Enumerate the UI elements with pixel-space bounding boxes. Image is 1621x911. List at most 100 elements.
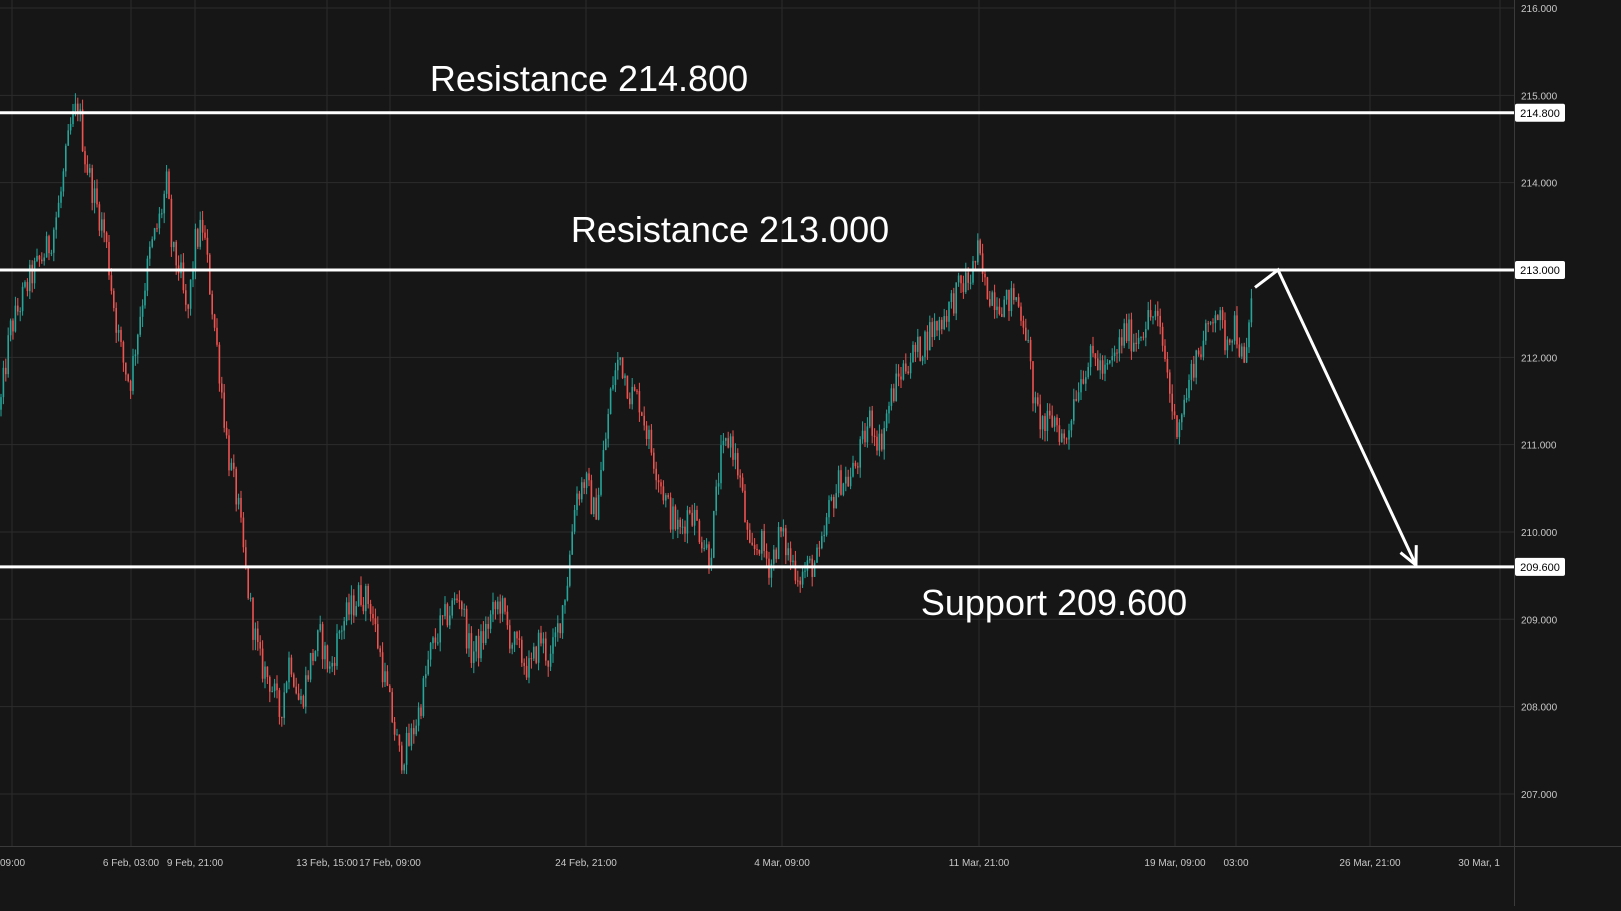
candle-body xyxy=(1233,315,1236,341)
candle-body xyxy=(895,373,897,401)
candle-body xyxy=(653,452,655,469)
candle-body xyxy=(1250,298,1253,323)
candle-body xyxy=(799,580,801,585)
candle-body xyxy=(775,549,777,559)
candle-body xyxy=(684,526,686,534)
candle-body xyxy=(835,493,837,509)
candle-body xyxy=(569,554,571,586)
candle-body xyxy=(797,580,799,582)
candle-body xyxy=(1135,342,1137,345)
candle-body xyxy=(1080,379,1082,393)
candle-body xyxy=(1140,336,1142,338)
candle-body xyxy=(485,623,487,643)
candle-body xyxy=(840,470,842,495)
candle-body xyxy=(816,547,818,563)
candle-body xyxy=(1070,420,1073,431)
candle-body xyxy=(2,367,5,398)
candle-body xyxy=(686,510,689,534)
x-tick-label: 4 Mar, 09:00 xyxy=(754,858,810,869)
candle-body xyxy=(141,305,144,317)
candle-body xyxy=(103,219,105,233)
candle-body xyxy=(1145,329,1147,338)
candle-body xyxy=(1164,345,1166,359)
candle-body xyxy=(823,534,825,537)
candle-body xyxy=(921,356,924,361)
candle-body xyxy=(681,526,684,528)
candle-body xyxy=(240,497,242,518)
candle-body xyxy=(209,254,211,295)
candle-body xyxy=(705,544,708,548)
candle-body xyxy=(528,658,530,678)
candle-body xyxy=(1034,397,1037,404)
candle-body xyxy=(595,497,597,520)
x-tick-label: 11 Mar, 21:00 xyxy=(949,858,1010,869)
candle-body xyxy=(93,188,96,203)
candle-body xyxy=(1013,288,1015,300)
candle-body xyxy=(521,639,523,663)
candle-body xyxy=(641,412,643,416)
candle-body xyxy=(890,388,893,406)
candle-body xyxy=(449,615,451,626)
candle-body xyxy=(885,413,888,429)
candle-body xyxy=(271,691,273,693)
candle-body xyxy=(1154,310,1157,317)
candle-body xyxy=(463,608,465,610)
candle-body xyxy=(1183,399,1185,415)
candle-body xyxy=(38,255,41,260)
candle-body xyxy=(189,279,192,309)
candle-body xyxy=(777,526,780,559)
candle-body xyxy=(600,470,602,495)
candle-body xyxy=(1130,319,1133,352)
x-tick-label: 13 Feb, 15:00 xyxy=(296,858,358,869)
x-tick-label: 30 Mar, 1 xyxy=(1458,858,1500,869)
candle-body xyxy=(590,480,593,515)
candle-body xyxy=(381,652,384,683)
candle-body xyxy=(300,696,302,700)
candle-body xyxy=(41,259,43,262)
x-tick-label: 09:00 xyxy=(0,858,25,869)
candle-body xyxy=(900,376,902,380)
candle-body xyxy=(638,391,641,413)
candle-body xyxy=(605,438,607,450)
candle-body xyxy=(0,397,2,410)
candle-body xyxy=(787,548,789,556)
candle-body xyxy=(324,645,326,660)
candle-body xyxy=(1075,399,1077,401)
candle-body xyxy=(1063,433,1065,439)
candle-body xyxy=(905,363,907,372)
candle-body xyxy=(708,544,710,569)
candle-body xyxy=(588,473,590,481)
candle-body xyxy=(302,696,305,707)
candle-body xyxy=(583,482,585,488)
candle-body xyxy=(917,336,919,352)
candle-body xyxy=(732,436,734,460)
candle-body xyxy=(369,603,372,614)
y-tick-label: 214.000 xyxy=(1521,179,1558,190)
candle-body xyxy=(866,426,869,443)
candle-body xyxy=(1116,352,1118,354)
candle-body xyxy=(881,433,883,450)
candle-body xyxy=(511,644,513,649)
candle-body xyxy=(789,548,792,563)
candle-body xyxy=(667,495,669,498)
candle-body xyxy=(247,566,249,599)
candle-body xyxy=(909,362,912,374)
candle-body xyxy=(972,261,974,283)
candle-body xyxy=(955,282,957,314)
candle-body xyxy=(1003,299,1005,317)
candle-body xyxy=(643,415,645,426)
candle-body xyxy=(206,237,209,255)
candle-body xyxy=(350,595,353,615)
candle-body xyxy=(377,624,379,649)
y-tick-label: 210.000 xyxy=(1521,528,1558,539)
candle-body xyxy=(554,632,557,638)
candle-body xyxy=(1181,414,1183,423)
candle-body xyxy=(161,213,163,215)
candle-body xyxy=(283,692,285,718)
candle-body xyxy=(113,290,115,309)
candle-body xyxy=(993,292,996,311)
candle-body xyxy=(249,598,252,600)
candle-body xyxy=(542,638,545,644)
